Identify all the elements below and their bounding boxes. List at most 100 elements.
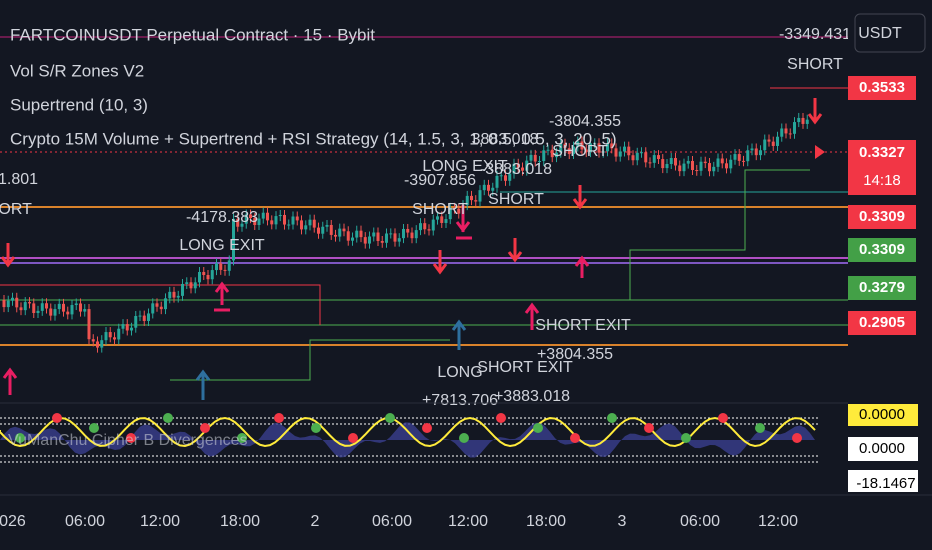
- osc-dot: [422, 423, 432, 433]
- annotation-label: SHORT EXIT: [535, 317, 631, 334]
- osc-dot: [52, 413, 62, 423]
- annotation-value: -3883.018: [480, 161, 552, 178]
- osc-dot: [348, 433, 358, 443]
- candle-body: [185, 282, 189, 284]
- candle-body: [329, 224, 333, 235]
- osc-dot: [385, 413, 395, 423]
- candle-body: [703, 161, 707, 164]
- oscillator-pane: VuManChu Cipher B Divergences: [0, 402, 848, 493]
- time-label: 18:00: [220, 513, 260, 530]
- osc-dot: [607, 413, 617, 423]
- currency-button[interactable]: [854, 13, 926, 53]
- candle-body: [49, 308, 53, 316]
- candle-body: [440, 216, 444, 223]
- candle-body: [805, 119, 809, 124]
- candle-body: [168, 291, 172, 299]
- oscillator-label: -18.1467: [856, 475, 915, 492]
- candle-body: [610, 143, 614, 149]
- indicator-label: Supertrend (10, 3): [10, 95, 148, 114]
- candle-body: [28, 302, 31, 304]
- candle-body: [725, 163, 728, 169]
- levels: [0, 36, 848, 381]
- candle-body: [227, 260, 231, 271]
- candle-body: [419, 223, 422, 231]
- candle-body: [198, 271, 201, 283]
- candle-body: [300, 220, 303, 230]
- candle-body: [372, 232, 376, 237]
- annotation-label: SHORT: [0, 201, 32, 218]
- annotation-label: LONG EXIT: [179, 237, 265, 254]
- candle-body: [504, 175, 507, 181]
- candle-body: [542, 150, 546, 162]
- candle-body: [70, 305, 74, 315]
- annotation-label: SHORT: [787, 56, 843, 73]
- candle-body: [695, 169, 699, 171]
- time-label: 12:00: [140, 513, 180, 530]
- candle-body: [79, 303, 82, 312]
- candle-body: [538, 161, 541, 163]
- candle-body: [465, 195, 469, 206]
- osc-dot: [681, 433, 691, 443]
- candle-body: [342, 228, 346, 232]
- annotation-label: LONG: [437, 364, 482, 381]
- osc-dot: [126, 433, 136, 443]
- candle-body: [495, 175, 499, 188]
- candle-body: [304, 225, 308, 230]
- candle-body: [474, 200, 478, 202]
- candle-body: [91, 339, 95, 342]
- candle-body: [657, 155, 660, 160]
- candle-body: [53, 309, 57, 316]
- candle-body: [363, 237, 367, 244]
- annotation-label: LONG EXIT: [422, 158, 508, 175]
- candle-body: [368, 236, 371, 244]
- candle-body: [176, 295, 180, 298]
- annotation-value: -3349.431: [779, 26, 851, 43]
- candle-body: [729, 159, 733, 169]
- candle-body: [448, 207, 452, 220]
- candle-body: [550, 149, 554, 158]
- osc-dot: [459, 433, 469, 443]
- candle-body: [19, 307, 23, 311]
- candle-body: [240, 223, 244, 227]
- time-label: 06:00: [372, 513, 412, 530]
- candle-body: [708, 163, 711, 172]
- osc-dot: [163, 413, 173, 423]
- candle-body: [431, 219, 435, 231]
- candle-body: [397, 238, 401, 242]
- oscillator-label: 0.0000: [859, 440, 905, 457]
- candle-body: [376, 232, 380, 241]
- candle-body: [572, 146, 575, 155]
- candle-body: [618, 151, 622, 157]
- candle-body: [406, 228, 410, 233]
- currency-text: USDT: [858, 25, 902, 42]
- candle-body: [593, 143, 597, 145]
- candle-body: [516, 163, 520, 168]
- candle-body: [793, 122, 796, 134]
- osc-dot: [311, 423, 321, 433]
- osc-dot: [237, 433, 247, 443]
- osc-dot: [755, 423, 765, 433]
- candle-body: [759, 150, 762, 156]
- candle-body: [453, 207, 456, 209]
- candle-body: [15, 297, 19, 308]
- candle-body: [87, 309, 91, 340]
- candle-body: [423, 223, 427, 230]
- candle-body: [62, 303, 65, 312]
- price-label: 0.3327: [859, 144, 905, 161]
- candle-body: [712, 166, 716, 172]
- candle-body: [317, 227, 320, 234]
- candle-body: [674, 158, 677, 166]
- osc-dot: [718, 413, 728, 423]
- annotation-value: +3804.355: [537, 346, 613, 363]
- candle-body: [346, 231, 350, 241]
- candle-body: [23, 302, 27, 311]
- candle-body: [737, 154, 741, 161]
- candle-body: [134, 316, 138, 328]
- candle-body: [686, 160, 690, 164]
- candle-body: [640, 152, 643, 154]
- osc-dot: [89, 423, 99, 433]
- candle-body: [125, 324, 129, 331]
- candle-body: [436, 216, 439, 220]
- osc-dot: [274, 413, 284, 423]
